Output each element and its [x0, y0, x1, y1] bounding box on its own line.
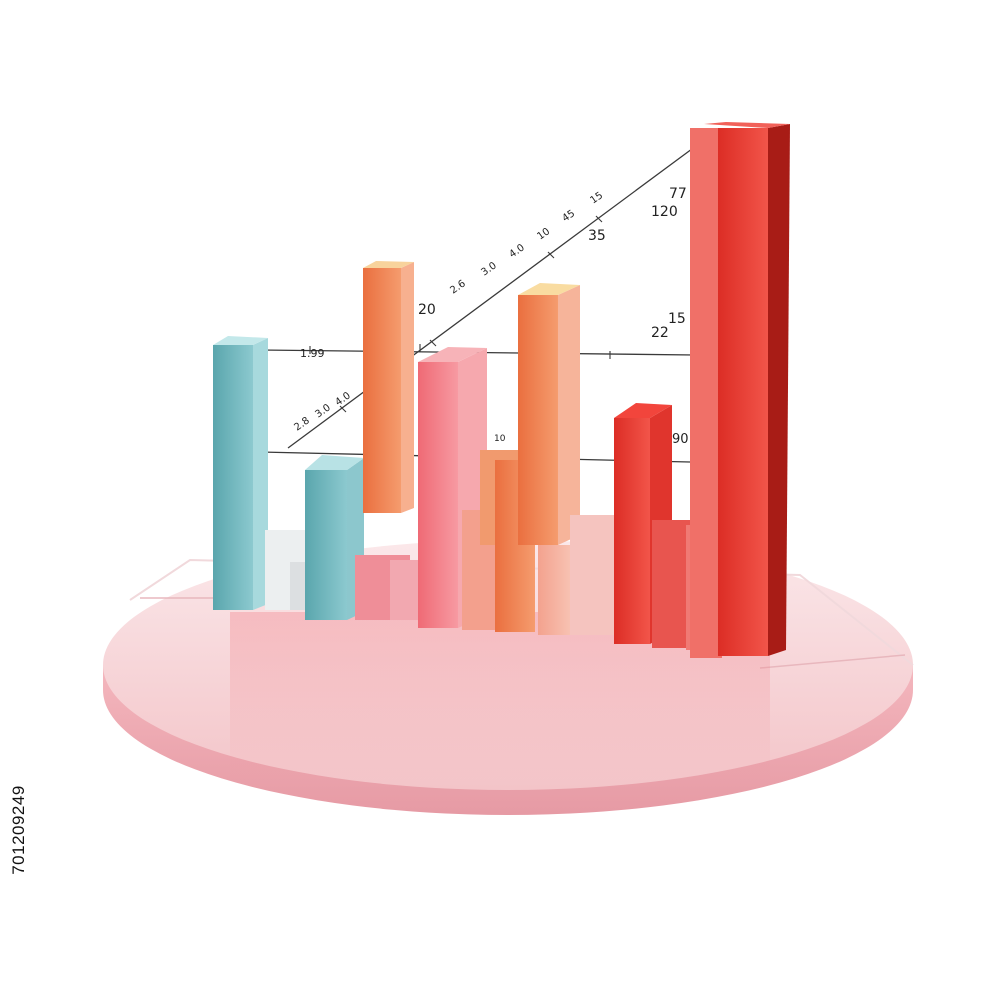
figure-label: 4.0	[333, 390, 352, 408]
bar-peach-low	[538, 515, 615, 635]
figure-label: 90	[672, 432, 689, 447]
figure-label: 10	[494, 434, 506, 444]
bar-orange-mid	[518, 283, 580, 545]
figure-label: 4.0	[507, 242, 526, 260]
figure-label: 22	[651, 325, 669, 341]
bar-orange-tall	[363, 261, 414, 513]
figure-label: 15	[668, 311, 686, 327]
figure-labels: 1.99 2.8 3.0 4.0 20 2.6 3.0 4.0 10 45 15…	[292, 186, 688, 447]
figure-label: 20	[418, 302, 436, 318]
figure-label: 3.0	[479, 260, 498, 278]
side-id-label: 701209249	[4, 760, 34, 900]
figure-label: 1.99	[300, 347, 325, 360]
figure-label: 45	[560, 208, 577, 224]
bars	[213, 122, 790, 658]
figure-label: 120	[651, 204, 678, 220]
bar-teal-short	[305, 455, 364, 620]
figure-label: 35	[588, 228, 606, 244]
figure-label: 10	[535, 226, 552, 242]
figure-label: 2.8	[292, 415, 311, 433]
bar-teal-tall	[213, 336, 268, 610]
figure-label: 77	[669, 186, 687, 202]
bar-red-tallest	[690, 122, 790, 658]
figure-label: 2.6	[448, 278, 467, 296]
bar-pink-low	[355, 555, 425, 620]
side-id-text: 701209249	[9, 785, 28, 875]
figure-label: 15	[588, 190, 605, 206]
